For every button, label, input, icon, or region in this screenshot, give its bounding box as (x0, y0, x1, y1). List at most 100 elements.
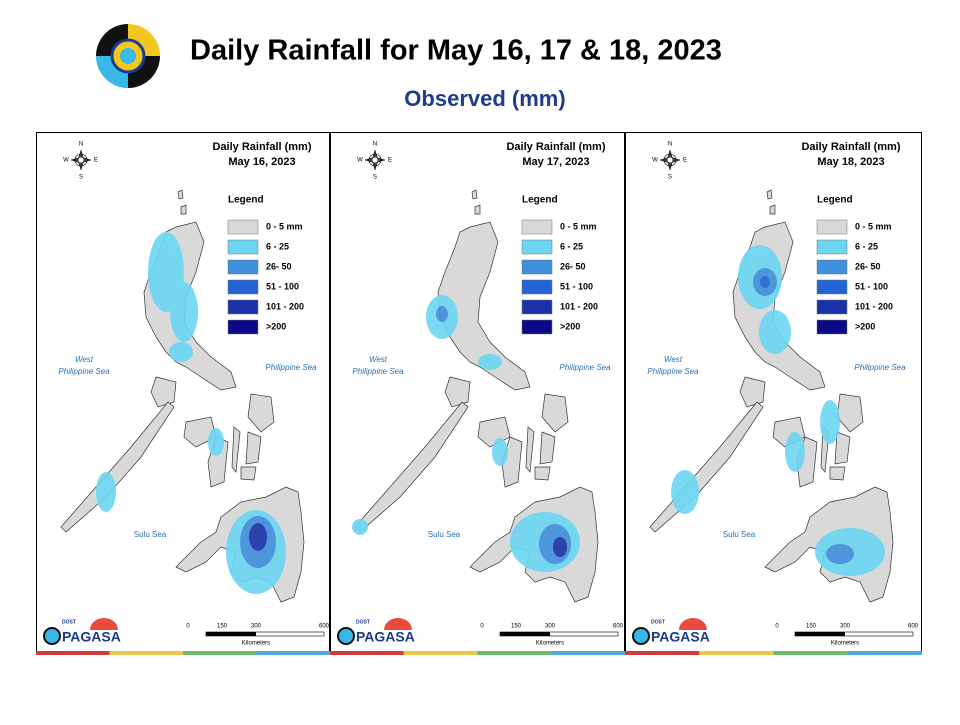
legend-swatch (521, 219, 553, 235)
island (177, 189, 184, 200)
panel-strip (477, 651, 552, 655)
compass: N E S W (357, 142, 392, 181)
rain-area (492, 438, 508, 466)
panel-date: May 18, 2023 (817, 156, 884, 168)
legend-swatch (816, 299, 848, 315)
legend-swatch (816, 259, 848, 275)
legend-swatch (816, 239, 848, 255)
scale-unit: Kilometers (831, 641, 859, 647)
scale-tick-label: 0 (480, 624, 484, 630)
rain-area (553, 537, 567, 557)
sea-label: West (664, 355, 683, 364)
island (247, 393, 275, 433)
rain-area (826, 544, 854, 564)
scale-tick-label: 0 (186, 624, 190, 630)
scale-tick-label: 0 (775, 624, 779, 630)
legend-label: 0 - 5 mm (855, 221, 892, 231)
rain-area (169, 342, 193, 362)
compass-label: S (373, 175, 377, 181)
rain-area (208, 428, 224, 456)
map-panel: N E S W Daily Rainfall (mm) May 17, 2023 Legen… (330, 132, 625, 655)
panel-strip (773, 651, 848, 655)
compass-ring (663, 153, 677, 167)
compass-label: W (652, 158, 658, 164)
compass-ring (368, 153, 382, 167)
rain-area (436, 306, 448, 322)
legend-swatch (816, 219, 848, 235)
compass-label: S (668, 175, 672, 181)
scale-tick-label: 600 (908, 624, 919, 630)
rain-areas (352, 295, 580, 572)
sea-label: Philippine Sea (559, 363, 611, 372)
island (231, 426, 241, 473)
legend-swatch (227, 299, 259, 315)
legend-swatch (521, 279, 553, 295)
scale-bar-fill (500, 632, 516, 636)
agency-logo (96, 24, 160, 88)
legend-swatch (521, 259, 553, 275)
rain-area (785, 432, 805, 472)
legend-label: 101 - 200 (266, 301, 304, 311)
compass-label: N (373, 142, 377, 148)
compass-label: W (63, 158, 69, 164)
rain-area (671, 470, 699, 514)
island (240, 466, 257, 481)
rain-area (759, 310, 791, 354)
pagasa-logo: DOST PAGASA (337, 618, 415, 645)
legend-label: 26- 50 (855, 261, 881, 271)
island (60, 401, 175, 533)
logo-top: DOST (651, 619, 665, 625)
legend-label: 0 - 5 mm (560, 221, 597, 231)
rain-areas (96, 232, 286, 594)
panel-title: Daily Rainfall (mm) (506, 141, 605, 153)
legend-label: 26- 50 (560, 261, 586, 271)
logo-name: PAGASA (651, 629, 710, 645)
legend-swatch (521, 319, 553, 335)
legend-title: Legend (817, 195, 853, 206)
logo-mark (43, 627, 61, 645)
map-panel: N E S W Daily Rainfall (mm) May 18, 2023 Legen… (625, 132, 922, 655)
sea-label: Philippine Sea (647, 367, 699, 376)
scale-unit: Kilometers (242, 641, 270, 647)
legend-title: Legend (522, 195, 558, 206)
sea-label: West (75, 355, 94, 364)
panel-strip (183, 651, 257, 655)
legend-swatch (227, 219, 259, 235)
scale-tick-label: 300 (251, 624, 262, 630)
logo-top: DOST (62, 619, 76, 625)
island (834, 431, 851, 465)
panel-strip (403, 651, 478, 655)
panel-strip (699, 651, 774, 655)
logo-umbrella (90, 618, 118, 630)
logo-mark (632, 627, 650, 645)
legend-label: 51 - 100 (266, 281, 299, 291)
sea-label: Philippine Sea (854, 363, 906, 372)
panel-strip (109, 651, 183, 655)
legend-swatch (227, 279, 259, 295)
rain-area (478, 354, 502, 370)
logo-top: DOST (356, 619, 370, 625)
scale-bar-fill (222, 632, 256, 636)
sea-label: Philippine Sea (58, 367, 110, 376)
sea-label: Philippine Sea (265, 363, 317, 372)
island (769, 204, 776, 215)
compass-label: S (79, 175, 83, 181)
sea-label: Sulu Sea (428, 530, 461, 539)
logo-umbrella (384, 618, 412, 630)
compass: N E S W (63, 142, 98, 181)
pagasa-logo: DOST PAGASA (632, 618, 710, 645)
panel-title: Daily Rainfall (mm) (212, 141, 311, 153)
panel-title: Daily Rainfall (mm) (801, 141, 900, 153)
logo-name: PAGASA (356, 629, 415, 645)
rain-area (352, 519, 368, 535)
island (183, 416, 217, 448)
scale-tick-label: 300 (545, 624, 556, 630)
scale-bar-fill (206, 632, 222, 636)
legend-label: >200 (560, 321, 580, 331)
scale-tick-label: 600 (319, 624, 330, 630)
legend-label: 6 - 25 (855, 241, 878, 251)
island (539, 431, 556, 465)
map-panel: N E S W Daily Rainfall (mm) May 16, 2023 Legen… (36, 132, 330, 655)
panel-strip (256, 651, 330, 655)
